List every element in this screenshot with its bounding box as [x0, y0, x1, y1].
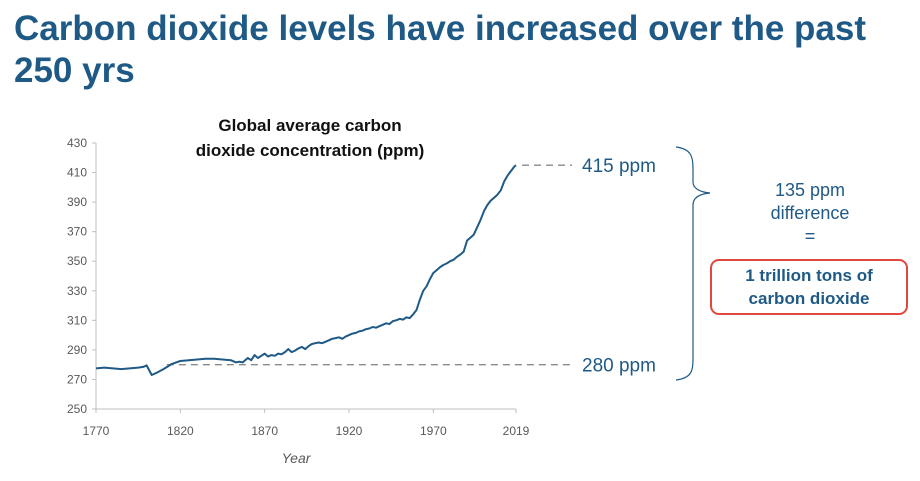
y-tick-label: 270	[67, 372, 87, 386]
y-tick-label: 370	[67, 225, 87, 239]
y-tick-label: 390	[67, 195, 87, 209]
x-axis-label: Year	[282, 450, 312, 466]
lower-ref-label: 280 ppm	[582, 356, 656, 377]
difference-label: difference	[771, 203, 850, 223]
chart-title-line-1: Global average carbon	[218, 116, 401, 135]
difference-brace	[675, 146, 711, 381]
co2-series-line	[95, 164, 517, 376]
x-tick-label: 1920	[336, 424, 363, 438]
callout-line-2: carbon dioxide	[748, 289, 870, 308]
slide-title: Carbon dioxide levels have increased ove…	[14, 9, 866, 90]
y-tick-label: 430	[67, 136, 87, 150]
y-tick-label: 310	[67, 313, 87, 327]
y-axis-ticks: 250 270 290 310 330 350 370 390 410 430	[67, 136, 96, 416]
equals-sign: =	[805, 226, 816, 246]
y-tick-label: 250	[67, 402, 87, 416]
x-tick-label: 1870	[251, 424, 278, 438]
x-tick-label: 2019	[503, 424, 530, 438]
x-tick-label: 1820	[167, 424, 194, 438]
upper-ref-label: 415 ppm	[582, 156, 656, 177]
y-tick-label: 410	[67, 166, 87, 180]
callout-line-1: 1 trillion tons of	[745, 266, 873, 285]
y-tick-label: 290	[67, 343, 87, 357]
carbon-callout-box: 1 trillion tons of carbon dioxide	[710, 259, 908, 315]
x-axis-ticks: 1770 1820 1870 1920 1970 2019	[83, 409, 530, 438]
y-tick-label: 350	[67, 254, 87, 268]
reference-lines	[166, 164, 572, 366]
y-tick-label: 330	[67, 284, 87, 298]
x-tick-label: 1970	[420, 424, 447, 438]
x-tick-label: 1770	[83, 424, 110, 438]
chart-title-line-2: dioxide concentration (ppm)	[196, 141, 425, 160]
difference-value: 135 ppm	[775, 180, 845, 200]
